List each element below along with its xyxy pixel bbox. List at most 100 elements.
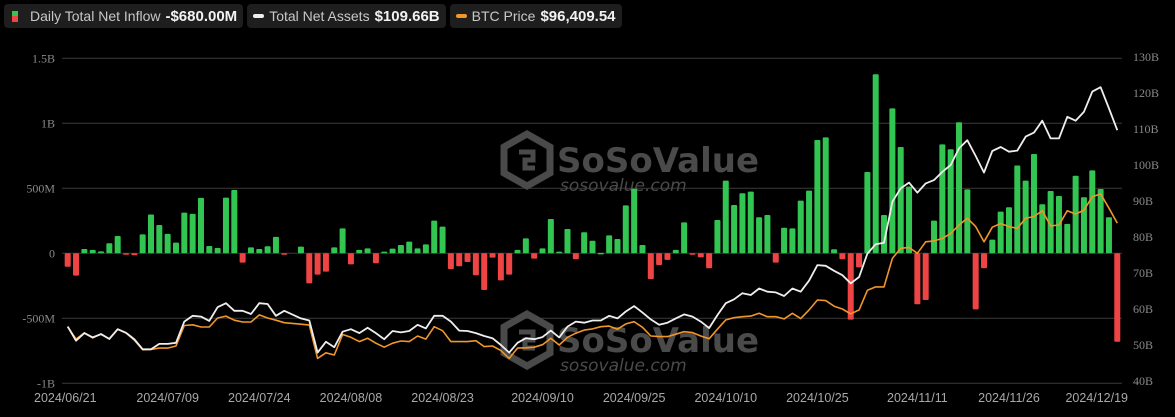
inflow-bar[interactable]: [406, 241, 413, 254]
inflow-bar[interactable]: [997, 211, 1004, 254]
inflow-bar[interactable]: [1105, 217, 1112, 254]
inflow-bar[interactable]: [981, 253, 987, 269]
inflow-bar[interactable]: [606, 235, 613, 254]
inflow-bar[interactable]: [306, 253, 313, 284]
inflow-bar[interactable]: [639, 244, 646, 254]
legend-inflow[interactable]: Daily Total Net Inflow -$680.00M: [4, 4, 244, 28]
inflow-bar[interactable]: [347, 253, 354, 265]
inflow-bar[interactable]: [297, 246, 304, 254]
inflow-bar[interactable]: [647, 253, 654, 280]
inflow-bar[interactable]: [931, 220, 938, 254]
inflow-bar[interactable]: [372, 253, 379, 264]
inflow-bar[interactable]: [764, 214, 771, 254]
inflow-bar[interactable]: [214, 247, 221, 254]
inflow-bar[interactable]: [81, 249, 88, 254]
inflow-bar[interactable]: [256, 249, 263, 254]
inflow-bar[interactable]: [947, 149, 954, 254]
inflow-bar[interactable]: [572, 253, 579, 260]
inflow-bar[interactable]: [89, 249, 96, 254]
inflow-bar[interactable]: [148, 214, 154, 254]
inflow-bar[interactable]: [131, 253, 138, 256]
inflow-bar[interactable]: [164, 233, 171, 254]
inflow-bar[interactable]: [522, 238, 529, 254]
inflow-bar[interactable]: [547, 218, 554, 254]
inflow-bar[interactable]: [989, 239, 996, 254]
btc-price-line[interactable]: [67, 193, 1118, 360]
inflow-bar[interactable]: [464, 253, 471, 263]
inflow-bar[interactable]: [322, 253, 329, 272]
inflow-bar[interactable]: [1097, 188, 1104, 254]
inflow-bar[interactable]: [622, 205, 629, 254]
inflow-bar[interactable]: [314, 253, 321, 275]
inflow-bar[interactable]: [847, 253, 854, 320]
inflow-bar[interactable]: [239, 253, 246, 263]
inflow-bar[interactable]: [114, 236, 121, 254]
inflow-bar[interactable]: [856, 253, 863, 268]
inflow-bar[interactable]: [364, 248, 371, 254]
inflow-bar[interactable]: [497, 253, 504, 281]
inflow-bar[interactable]: [672, 249, 679, 254]
inflow-bar[interactable]: [914, 253, 921, 305]
inflow-bar[interactable]: [864, 172, 871, 254]
inflow-bar[interactable]: [197, 197, 204, 254]
inflow-bar[interactable]: [1014, 165, 1021, 254]
inflow-bar[interactable]: [73, 253, 80, 276]
inflow-bar[interactable]: [422, 244, 429, 254]
inflow-bar[interactable]: [972, 253, 979, 310]
inflow-bar[interactable]: [589, 240, 596, 254]
inflow-bar[interactable]: [356, 249, 363, 254]
inflow-bar[interactable]: [664, 253, 671, 260]
inflow-bar[interactable]: [922, 253, 929, 300]
inflow-bar[interactable]: [906, 186, 913, 254]
inflow-bar[interactable]: [172, 242, 179, 254]
inflow-bar[interactable]: [381, 251, 388, 254]
inflow-bar[interactable]: [889, 108, 896, 254]
inflow-bar[interactable]: [1114, 253, 1121, 342]
inflow-bar[interactable]: [281, 253, 288, 255]
inflow-bar[interactable]: [806, 190, 813, 254]
inflow-bar[interactable]: [789, 228, 796, 254]
inflow-bar[interactable]: [414, 248, 421, 254]
inflow-bar[interactable]: [681, 222, 688, 254]
inflow-bar[interactable]: [581, 232, 588, 254]
inflow-bar[interactable]: [556, 251, 563, 254]
inflow-bar[interactable]: [181, 212, 188, 254]
inflow-bar[interactable]: [697, 253, 704, 258]
inflow-bar[interactable]: [514, 249, 521, 254]
total-net-assets-line[interactable]: [66, 86, 1119, 354]
inflow-bar[interactable]: [264, 246, 271, 254]
inflow-bar[interactable]: [822, 137, 829, 254]
inflow-bar[interactable]: [331, 247, 338, 254]
inflow-bar[interactable]: [1022, 180, 1029, 254]
inflow-bar[interactable]: [956, 122, 963, 254]
inflow-bar[interactable]: [439, 226, 446, 254]
inflow-bar[interactable]: [706, 253, 713, 269]
inflow-bar[interactable]: [222, 197, 229, 254]
inflow-bar[interactable]: [506, 253, 513, 275]
inflow-bar[interactable]: [814, 139, 821, 254]
inflow-bar[interactable]: [247, 247, 254, 254]
inflow-bar[interactable]: [656, 253, 663, 265]
inflow-bar[interactable]: [772, 253, 779, 263]
inflow-bar[interactable]: [714, 220, 721, 254]
inflow-bar[interactable]: [156, 224, 163, 254]
inflow-bar[interactable]: [456, 253, 463, 267]
inflow-bar[interactable]: [756, 217, 763, 254]
inflow-bar[interactable]: [339, 228, 346, 254]
inflow-bar[interactable]: [431, 220, 438, 254]
inflow-bar[interactable]: [872, 74, 879, 254]
inflow-bar[interactable]: [231, 189, 238, 254]
inflow-bar[interactable]: [489, 253, 496, 258]
inflow-bar[interactable]: [1064, 223, 1071, 254]
inflow-bar[interactable]: [747, 191, 754, 254]
inflow-bar[interactable]: [797, 200, 804, 254]
inflow-bar[interactable]: [564, 228, 571, 254]
inflow-bar[interactable]: [1039, 204, 1046, 254]
inflow-bar[interactable]: [964, 189, 971, 254]
inflow-bar[interactable]: [98, 251, 105, 254]
inflow-bar[interactable]: [781, 227, 788, 254]
inflow-bar[interactable]: [106, 243, 113, 254]
inflow-bar[interactable]: [831, 249, 838, 254]
inflow-bar[interactable]: [272, 236, 279, 254]
